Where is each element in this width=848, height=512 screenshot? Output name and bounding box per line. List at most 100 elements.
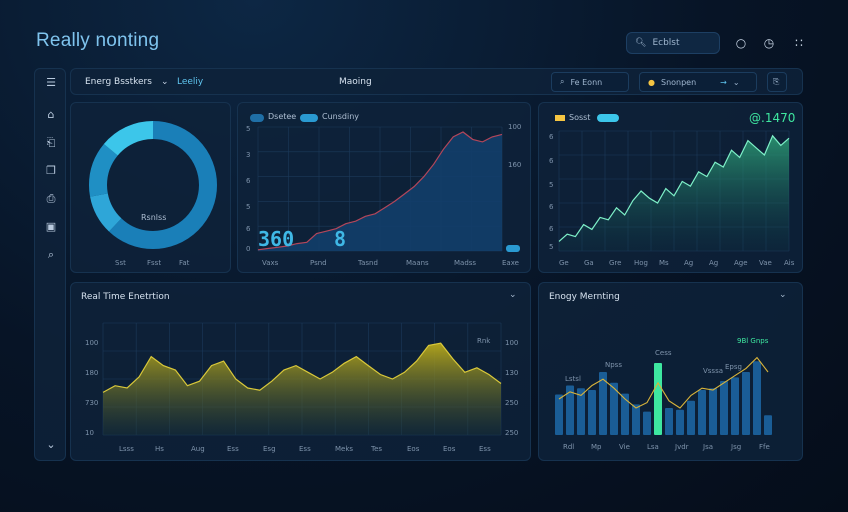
realtime-title: Real Time Enetrtion bbox=[81, 292, 170, 302]
search-icon: ⌕ bbox=[560, 77, 565, 86]
bulb-icon: ● bbox=[648, 77, 655, 87]
x-axis-label: Vie bbox=[619, 443, 630, 451]
energy-bar bbox=[720, 381, 728, 435]
section-label: Energ Bsstkers bbox=[85, 77, 152, 87]
top-search[interactable]: 🔍︎ Ecblst bbox=[626, 32, 720, 54]
home-icon[interactable]: ⌂ bbox=[47, 108, 55, 121]
legend-label: Cunsdiny bbox=[322, 112, 359, 121]
x-axis-label: Tes bbox=[371, 445, 383, 453]
value-readout: @.1470 bbox=[749, 111, 796, 125]
energy-title: Enogy Mernting bbox=[549, 292, 620, 302]
legend-swatch bbox=[250, 114, 264, 122]
chevron-down-icon[interactable]: ⌄ bbox=[779, 290, 787, 300]
annotation: Lstsl bbox=[565, 375, 581, 383]
energy-card: Enogy Mernting ⌄ Lstsl Npss Cess 9Bl Gnp… bbox=[538, 282, 803, 461]
x-axis-label: Hs bbox=[155, 445, 164, 453]
clock-icon[interactable]: ◷ bbox=[763, 36, 775, 50]
x-axis-label: Madss bbox=[454, 259, 477, 267]
energy-bar bbox=[555, 394, 563, 435]
x-axis-label: Mp bbox=[591, 443, 602, 451]
energy-bar bbox=[621, 393, 629, 435]
toggle[interactable] bbox=[597, 114, 619, 122]
right-axis-label: 100 bbox=[505, 339, 519, 347]
center-label: Maoing bbox=[339, 77, 372, 87]
green-card: Sosst @.1470 6 6 5 6 6 5 Ge Ga Gre Hog Ms Ag Ag Age V… bbox=[538, 102, 803, 273]
green-area-fill bbox=[559, 135, 789, 251]
x-axis-label: Lsss bbox=[119, 445, 134, 453]
bookmark-icon[interactable]: ❐ bbox=[46, 164, 56, 177]
printer-icon[interactable]: ⎙ bbox=[46, 192, 56, 205]
realtime-chart bbox=[102, 322, 502, 436]
green-line bbox=[558, 134, 790, 242]
x-axis-label: Jsg bbox=[731, 443, 742, 451]
left-axis-label: 6 bbox=[246, 177, 251, 185]
x-axis-label: Eaxe bbox=[502, 259, 519, 267]
x-axis-label: Maans bbox=[406, 259, 429, 267]
gallery-icon[interactable]: ▣ bbox=[45, 220, 57, 233]
energy-bar bbox=[610, 382, 618, 435]
right-axis-label: 250 bbox=[505, 429, 519, 437]
x-axis-label: Vaxs bbox=[262, 259, 279, 267]
left-axis-label: 5 bbox=[246, 203, 251, 211]
donut-segment bbox=[89, 121, 217, 249]
realtime-card: Real Time Enetrtion ⌄ Rnk 100 180 730 10 10… bbox=[70, 282, 531, 461]
x-axis-label: Eos bbox=[443, 445, 456, 453]
search-icon[interactable]: ⌕ bbox=[47, 248, 55, 261]
energy-bar bbox=[698, 390, 706, 435]
topbar-search[interactable]: ⌕ Fe Eonn bbox=[551, 72, 629, 92]
x-axis-label: Ffe bbox=[759, 443, 770, 451]
energy-bar bbox=[665, 408, 673, 435]
legend-label: Dsetee bbox=[268, 112, 297, 121]
app-title: Really nonting bbox=[36, 30, 160, 51]
grid-icon[interactable]: ∷ bbox=[795, 36, 803, 50]
x-axis-label: Ais bbox=[784, 259, 795, 267]
chevron-down-icon[interactable]: ⌄ bbox=[509, 290, 517, 300]
left-axis-label: 0 bbox=[246, 245, 251, 253]
annotation: Vsssa bbox=[703, 367, 724, 375]
left-axis-label: 6 bbox=[549, 203, 554, 211]
energy-bar bbox=[643, 411, 651, 435]
clipboard-button[interactable]: ⎘ bbox=[767, 72, 787, 92]
x-axis-label: Ess bbox=[299, 445, 311, 453]
energy-bar bbox=[742, 372, 750, 435]
x-axis-label: Rdl bbox=[563, 443, 575, 451]
circle-icon[interactable]: ○ bbox=[735, 36, 747, 50]
x-axis-label: Ms bbox=[659, 259, 669, 267]
right-top-label: Rnk bbox=[477, 337, 491, 345]
filter-select[interactable]: ● Snonpen → ⌄ bbox=[639, 72, 757, 92]
chevron-down-icon[interactable]: ⌄ bbox=[161, 77, 169, 87]
donut-label: Fat bbox=[179, 259, 190, 267]
x-axis-label: Vae bbox=[759, 259, 772, 267]
filter-label: Snonpen bbox=[660, 77, 697, 87]
big-value-secondary: 8 bbox=[334, 227, 347, 251]
legend-swatch bbox=[555, 115, 565, 121]
left-axis-label: 6 bbox=[549, 225, 554, 233]
x-axis-label: Lsa bbox=[647, 443, 659, 451]
top-search-label: Ecblst bbox=[652, 38, 680, 48]
chevron-down-icon[interactable]: ⌄ bbox=[46, 438, 56, 451]
energy-bar bbox=[599, 372, 607, 435]
annotation: Cess bbox=[655, 349, 672, 357]
x-axis-label: Ess bbox=[227, 445, 239, 453]
x-axis-label: Jsa bbox=[703, 443, 714, 451]
x-axis-label: Hog bbox=[634, 259, 648, 267]
left-axis-label: 10 bbox=[85, 429, 94, 437]
x-axis-label: Meks bbox=[335, 445, 354, 453]
left-axis-label: 730 bbox=[85, 399, 99, 407]
right-axis-label: 160 bbox=[508, 161, 522, 169]
annotation: 9Bl Gnps bbox=[737, 337, 769, 345]
legend-label: Sosst bbox=[569, 113, 591, 122]
energy-bar bbox=[753, 361, 761, 435]
menu-icon[interactable]: ☰ bbox=[46, 76, 56, 89]
x-axis-label: Ag bbox=[709, 259, 719, 267]
right-axis-label: 100 bbox=[508, 123, 522, 131]
x-axis-label: Esg bbox=[263, 445, 276, 453]
energy-bar bbox=[687, 400, 695, 435]
chevron-down-icon: ⌄ bbox=[732, 77, 740, 87]
energy-bar bbox=[577, 388, 585, 435]
document-icon[interactable]: ⎗ bbox=[46, 136, 56, 149]
donut-label: Sst bbox=[115, 259, 126, 267]
selector-label[interactable]: Leeliy bbox=[177, 77, 204, 87]
energy-bar bbox=[654, 363, 662, 435]
left-axis-label: 5 bbox=[246, 125, 251, 133]
